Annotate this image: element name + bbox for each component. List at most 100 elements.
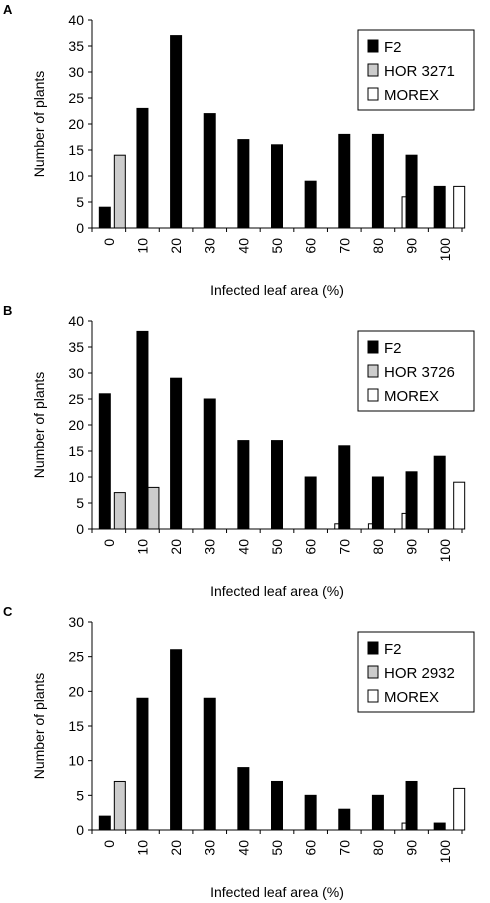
bar-f2-20 [170, 35, 183, 229]
x-tick-label: 20 [168, 238, 184, 254]
x-tick-label: 20 [168, 840, 184, 856]
x-axis-title: Infected leaf area (%) [210, 884, 344, 900]
bar-f2-100 [433, 185, 446, 229]
bar-f2-70 [338, 133, 351, 229]
y-tick-label: 5 [76, 495, 84, 511]
bar-f2-30 [203, 398, 216, 530]
y-tick-label: 35 [68, 38, 84, 54]
legend-label: HOR 3271 [384, 63, 455, 80]
x-tick-label: 80 [370, 238, 386, 254]
x-tick-label: 40 [235, 840, 251, 856]
bar-f2-30 [203, 697, 216, 831]
y-axis-title: Number of plants [31, 71, 47, 178]
x-axis-title: Infected leaf area (%) [210, 583, 344, 599]
bar-f2-30 [203, 113, 216, 229]
bar-f2-100 [433, 822, 446, 831]
legend-label: HOR 3726 [384, 364, 455, 381]
y-tick-label: 20 [68, 417, 84, 433]
chart-svg: A 0 5 10 15 20 25 30 35 40 Number of plants 0 10 20 30… [3, 2, 475, 298]
bar-f2-90 [405, 780, 418, 831]
bar-parent-0 [113, 492, 126, 530]
bar-f2-40 [237, 139, 250, 229]
y-tick-label: 40 [68, 12, 84, 28]
panel-label: B [3, 303, 12, 318]
y-tick-label: 5 [76, 194, 84, 210]
legend-label: F2 [384, 340, 402, 357]
bar-parent-0 [113, 154, 126, 229]
x-tick-label: 70 [336, 840, 352, 856]
bar-f2-50 [271, 780, 283, 831]
bar-morex-100 [453, 787, 466, 831]
y-tick-label: 25 [68, 90, 84, 106]
y-tick-label: 20 [68, 683, 84, 699]
bar-f2-50 [271, 144, 283, 229]
legend-label: F2 [384, 641, 402, 658]
y-tick-label: 15 [68, 443, 84, 459]
legend-swatch [367, 63, 379, 77]
y-tick-label: 25 [68, 649, 84, 665]
bar-f2-40 [237, 440, 250, 530]
x-tick-label: 50 [269, 238, 285, 254]
bar-f2-70 [338, 445, 351, 530]
x-tick-label: 90 [404, 539, 420, 555]
bar-f2-60 [304, 794, 317, 831]
bar-morex-100 [453, 185, 466, 229]
bar-f2-90 [405, 154, 418, 229]
bar-f2-10 [136, 107, 149, 229]
legend-swatch [367, 689, 379, 703]
bar-f2-0 [98, 815, 111, 831]
x-tick-label: 0 [101, 238, 117, 246]
y-tick-label: 10 [68, 753, 84, 769]
x-tick-label: 10 [134, 238, 150, 254]
x-tick-label: 10 [134, 539, 150, 555]
bar-f2-90 [405, 471, 418, 530]
bar-f2-80 [371, 476, 384, 530]
x-tick-label: 40 [235, 238, 251, 254]
y-tick-label: 20 [68, 116, 84, 132]
bar-f2-100 [433, 455, 446, 530]
chart-svg: B 0 5 10 15 20 25 30 35 40 Number of plants 0 10 20 30… [3, 303, 475, 599]
x-tick-label: 60 [303, 840, 319, 856]
y-tick-label: 30 [68, 365, 84, 381]
legend-swatch [367, 641, 379, 655]
legend-label: MOREX [384, 87, 439, 104]
y-tick-label: 30 [68, 614, 84, 630]
bar-f2-10 [136, 330, 149, 530]
legend-label: MOREX [384, 689, 439, 706]
legend-swatch [367, 39, 379, 53]
y-tick-label: 35 [68, 339, 84, 355]
x-tick-label: 90 [404, 238, 420, 254]
y-tick-label: 40 [68, 313, 84, 329]
bar-f2-0 [98, 393, 111, 530]
legend-swatch [367, 87, 379, 101]
x-tick-label: 30 [202, 539, 218, 555]
x-tick-label: 30 [202, 840, 218, 856]
chart-svg: C 0 5 10 15 20 25 30 Number of plants 0 10 20 30 40 50… [3, 604, 475, 900]
bar-f2-20 [170, 649, 183, 831]
y-tick-label: 25 [68, 391, 84, 407]
legend-swatch [367, 388, 379, 402]
x-tick-label: 80 [370, 539, 386, 555]
x-tick-label: 70 [336, 238, 352, 254]
bar-f2-70 [338, 808, 351, 831]
legend-swatch [367, 665, 379, 679]
y-tick-label: 0 [76, 822, 84, 838]
bar-f2-10 [136, 697, 149, 831]
x-tick-label: 80 [370, 840, 386, 856]
legend-swatch [367, 364, 379, 378]
chart-panel-c: C 0 5 10 15 20 25 30 Number of plants 0 10 20 30 40 50… [0, 602, 490, 903]
y-tick-label: 10 [68, 469, 84, 485]
x-tick-label: 20 [168, 539, 184, 555]
y-tick-label: 0 [76, 521, 84, 537]
x-tick-label: 60 [303, 238, 319, 254]
x-tick-label: 70 [336, 539, 352, 555]
x-tick-label: 0 [101, 539, 117, 547]
bar-f2-20 [170, 377, 183, 530]
x-tick-label: 50 [269, 840, 285, 856]
bar-f2-80 [371, 794, 384, 831]
bar-f2-80 [371, 133, 384, 229]
bar-f2-50 [271, 440, 283, 530]
y-tick-label: 15 [68, 142, 84, 158]
legend-swatch [367, 340, 379, 354]
x-tick-label: 100 [437, 238, 453, 262]
